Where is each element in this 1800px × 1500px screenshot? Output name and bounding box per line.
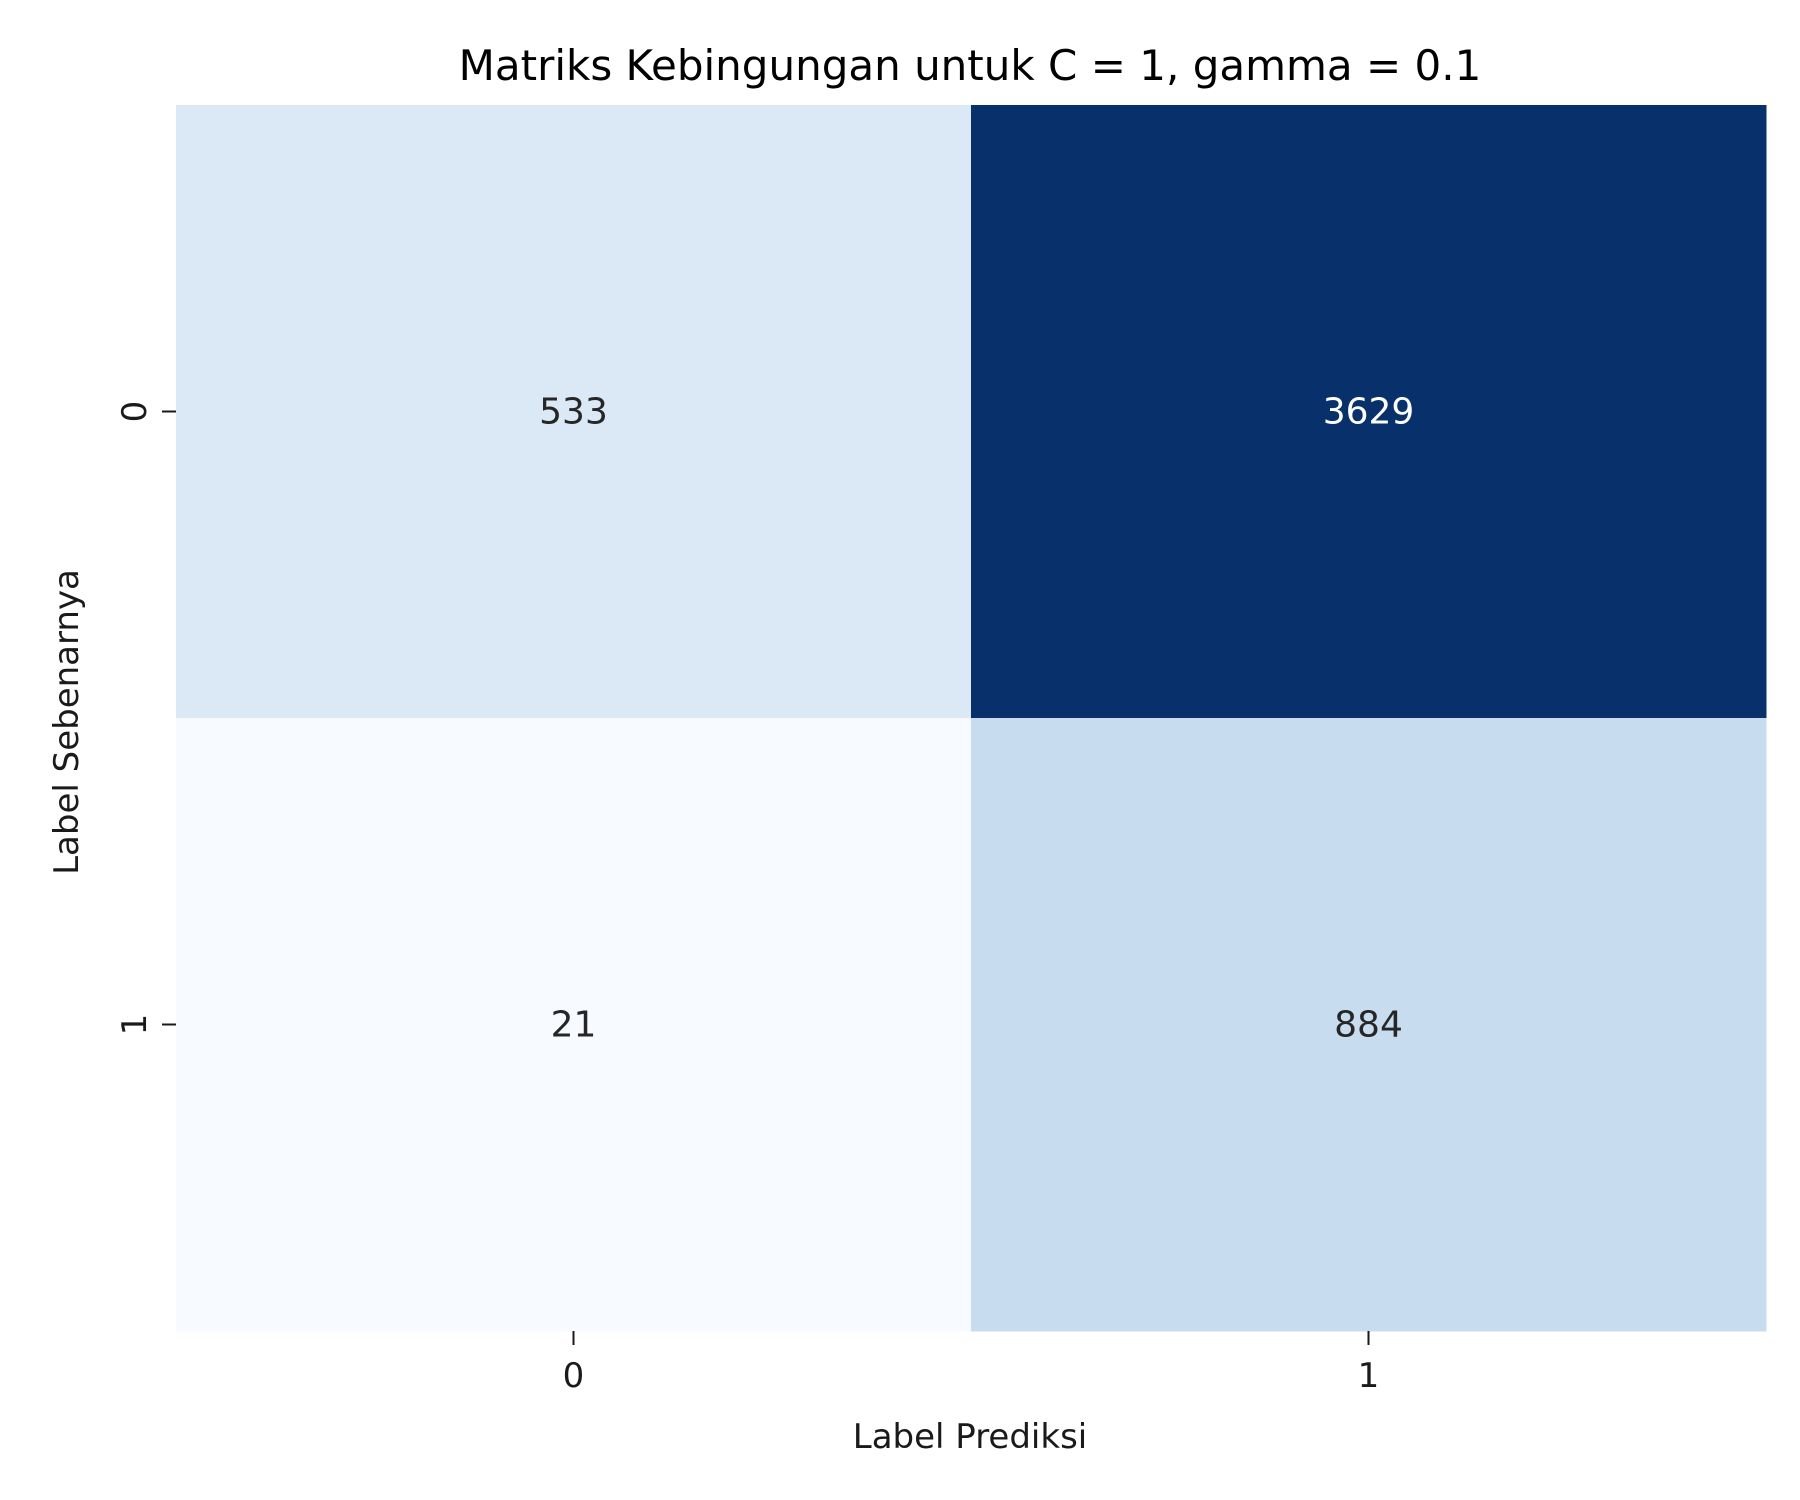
cell-value-label-1-1: 884 (1334, 1005, 1403, 1046)
y-tick-label-1: 1 (115, 1014, 155, 1036)
y-tick-label-0: 0 (115, 401, 155, 423)
heatmap-cell-1-0 (176, 718, 972, 1332)
axis-ticks: 0 1 0 1 (115, 401, 1379, 1396)
chart-title: Matriks Kebingungan untuk C = 1, gamma =… (459, 41, 1482, 90)
x-tick-label-0: 0 (563, 1356, 585, 1396)
heatmap-cell-1-1 (971, 718, 1767, 1332)
heatmap-cell-0-1 (971, 105, 1767, 719)
cell-value-label-0-0: 533 (539, 392, 608, 433)
cell-value-label-1-0: 21 (551, 1005, 597, 1046)
heatmap-cell-0-0 (176, 105, 972, 719)
x-tick-label-1: 1 (1358, 1356, 1380, 1396)
x-axis-label: Label Prediksi (853, 1417, 1087, 1457)
heatmap-cells: 533 3629 21 884 (176, 105, 1767, 1332)
y-axis-label: Label Sebenarnya (47, 569, 87, 875)
cell-value-label-0-1: 3629 (1323, 392, 1415, 433)
